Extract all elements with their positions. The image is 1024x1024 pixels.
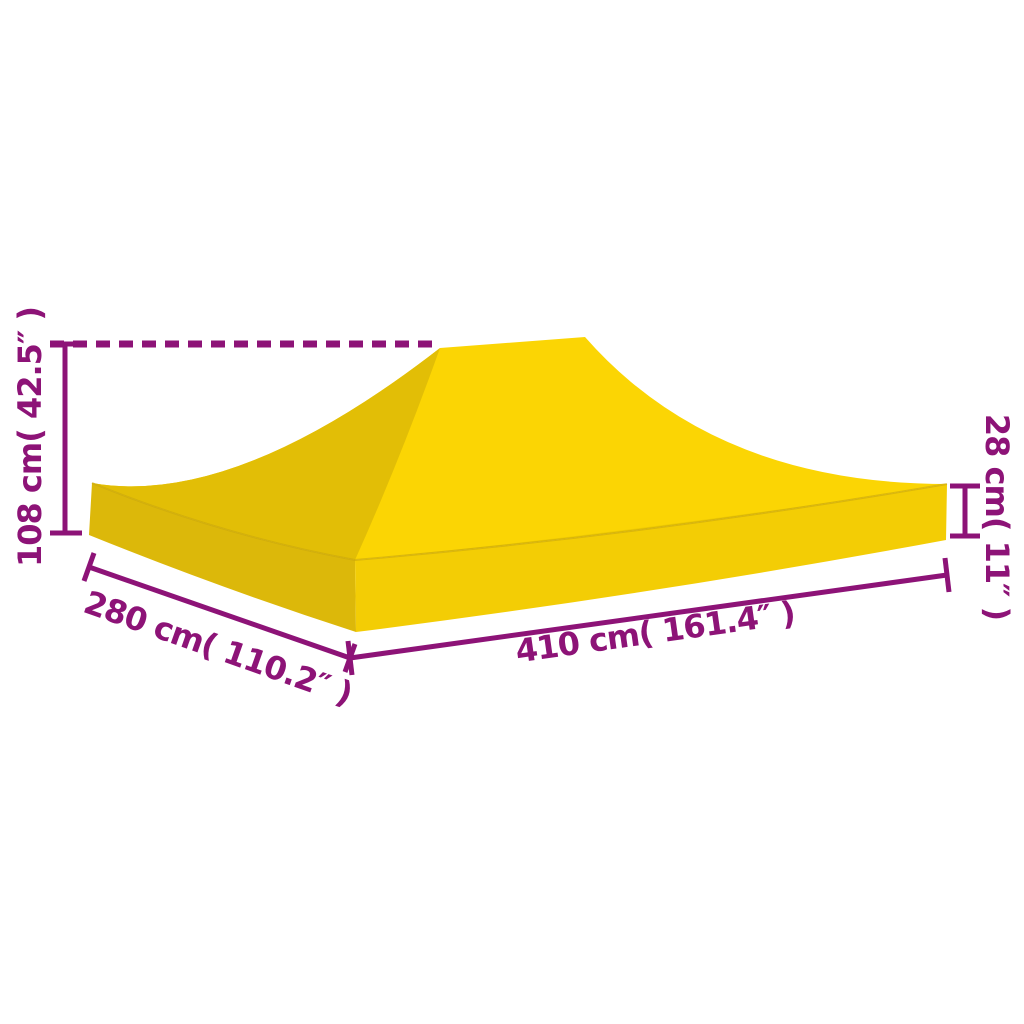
- canopy-eave-crease: [91, 482, 948, 562]
- canopy-roof-left-face: [92, 348, 440, 560]
- canopy-shape: [89, 337, 948, 632]
- total-height-label: 108 cm( 42.5″ ): [11, 306, 49, 568]
- total-height-dimension: [50, 341, 82, 536]
- valance-height-label: 28 cm( 11″ ): [978, 413, 1016, 621]
- canopy-skirt-right: [355, 484, 947, 632]
- canopy-skirt-left: [89, 483, 356, 632]
- width-dimension: [345, 557, 952, 676]
- dimension-lines: [50, 340, 980, 676]
- valance-height-dimension: [950, 483, 980, 539]
